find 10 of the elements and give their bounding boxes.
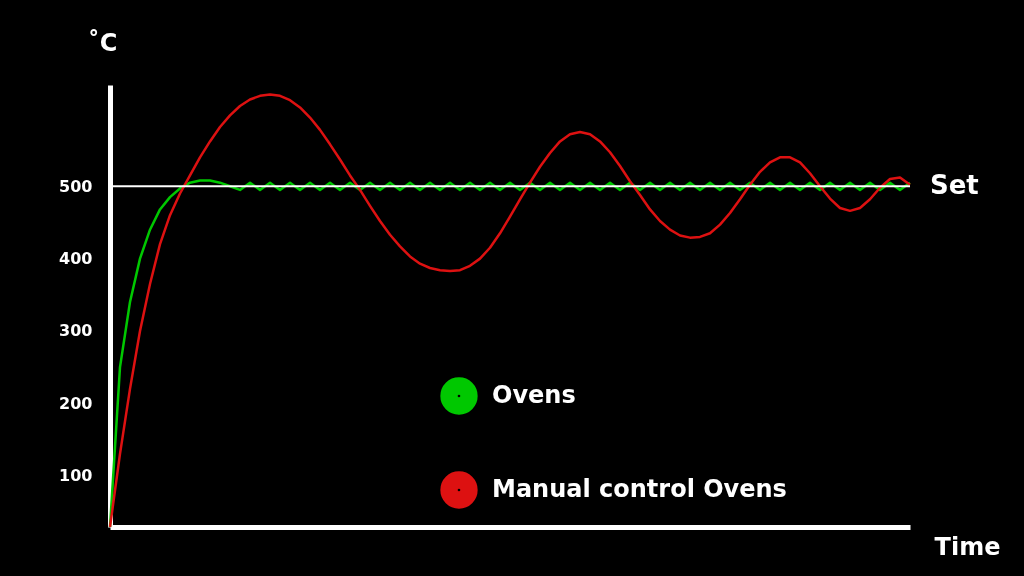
- y-tick-label: 400: [59, 249, 93, 269]
- y-axis-title: ˚C: [87, 28, 118, 57]
- x-axis-title: Time: [934, 532, 1001, 561]
- y-tick-label: 100: [59, 466, 93, 486]
- legend-label: Ovens: [492, 381, 576, 409]
- ref-line-label: Set: [930, 170, 979, 201]
- y-tick-label: 200: [59, 393, 93, 413]
- y-tick-label: 500: [59, 176, 93, 196]
- y-tick-label: 300: [59, 321, 93, 341]
- legend-label: Manual control Ovens: [492, 475, 787, 503]
